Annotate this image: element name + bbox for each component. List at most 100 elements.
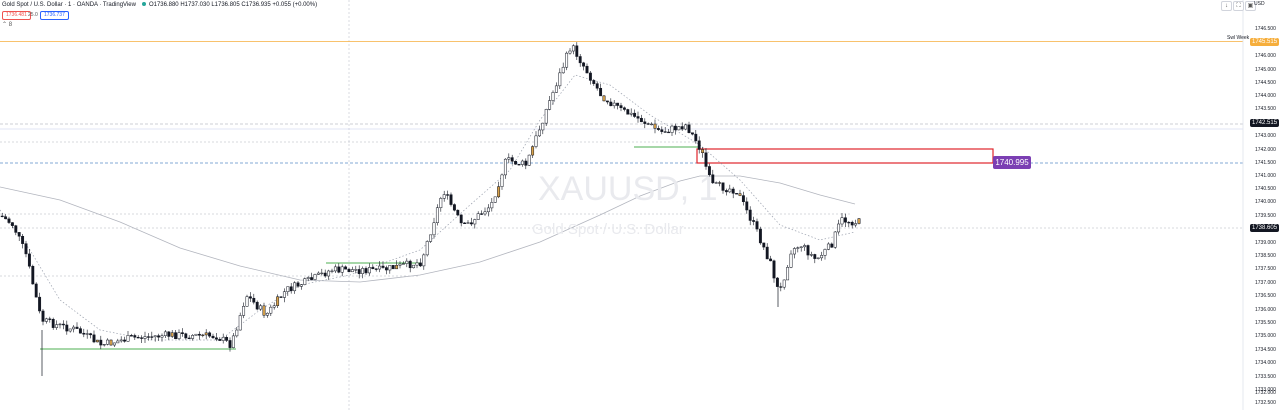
candle-body — [310, 277, 314, 280]
candle-body — [656, 128, 660, 130]
candle-body — [684, 124, 688, 130]
price-tick-label: 1734.500 — [1255, 347, 1276, 353]
price-tick-label: 1746.500 — [1255, 26, 1276, 32]
candle-body — [806, 245, 810, 256]
candle-body — [820, 255, 824, 259]
candle-body — [493, 196, 497, 203]
candle-body — [354, 269, 358, 271]
indicator-collapse-toggle[interactable]: ⌃ 8 — [2, 22, 13, 28]
candle-body — [231, 335, 235, 348]
candle-body — [269, 306, 273, 314]
market-open-icon — [141, 2, 146, 7]
candle-body — [636, 116, 640, 119]
price-tag-upper: 1742.515 — [1250, 119, 1280, 127]
candle-body — [323, 272, 327, 277]
zone-price-callout[interactable]: 1740.995 — [993, 156, 1031, 169]
price-tick-label: 1734.000 — [1255, 360, 1276, 366]
candle-body — [796, 247, 800, 249]
price-tick-label: 1743.000 — [1255, 133, 1276, 139]
candle-body — [626, 109, 630, 115]
candle-body — [357, 269, 361, 274]
candle-body — [823, 249, 827, 256]
candle-body — [119, 339, 123, 342]
candle-body — [425, 241, 429, 256]
candle-body — [469, 222, 473, 225]
candle-body — [435, 207, 439, 223]
supply-zone — [696, 148, 994, 164]
candle-body — [551, 92, 555, 101]
candle-body — [677, 126, 681, 131]
candle-body — [728, 188, 732, 193]
buy-button[interactable]: 1736.737 — [40, 11, 69, 20]
swl-price-tag: 1745.515 — [1250, 38, 1280, 46]
candle-body — [422, 254, 426, 267]
candle-body — [571, 45, 575, 52]
candle-body — [160, 335, 164, 338]
candle-body — [500, 174, 504, 187]
candle-body — [299, 284, 303, 287]
candle-body — [789, 253, 793, 268]
candle-body — [350, 269, 354, 273]
candle-body — [476, 213, 480, 220]
candle-body — [633, 112, 637, 117]
candle-body — [78, 328, 82, 334]
candle-body — [364, 268, 368, 274]
candle-body — [306, 277, 310, 279]
candle-body — [347, 268, 351, 273]
candle-body — [779, 286, 783, 288]
candle-body — [456, 209, 460, 216]
candle-body — [769, 258, 773, 262]
candle-body — [480, 213, 484, 215]
ohlc-values: O1736.880 H1737.030 L1736.805 C1736.935 … — [148, 2, 318, 8]
candle-body — [588, 72, 592, 81]
price-tick-label: 1733.000 — [1255, 387, 1276, 393]
candle-body — [44, 318, 48, 322]
candle-body — [762, 242, 766, 248]
candle-body — [816, 257, 820, 259]
watermark-symbol: XAUUSD, 1 — [538, 170, 718, 208]
candle-body — [367, 267, 371, 274]
candle-body — [667, 131, 671, 134]
candle-body — [847, 221, 851, 224]
price-tick-label: 1740.000 — [1255, 199, 1276, 205]
candle-body — [102, 344, 106, 346]
candle-body — [405, 260, 409, 264]
candle-body — [826, 243, 830, 250]
candle-body — [782, 279, 786, 288]
candle-body — [21, 236, 25, 244]
candle-body — [643, 121, 647, 124]
candle-body — [242, 306, 246, 316]
candle-body — [741, 195, 745, 203]
price-tick-label: 1733.500 — [1255, 374, 1276, 380]
candle-body — [41, 310, 45, 322]
candle-body — [799, 246, 803, 248]
candle-body — [320, 272, 324, 275]
candle-body — [371, 267, 375, 270]
currency-selector[interactable]: USD — [1254, 1, 1265, 7]
candle-body — [412, 264, 416, 269]
candle-body — [429, 234, 433, 242]
candle-body — [558, 72, 562, 87]
candle-body — [619, 105, 623, 109]
download-icon[interactable]: ↓ — [1221, 1, 1232, 11]
sell-button[interactable]: 1736.481 — [2, 11, 31, 20]
candle-body — [282, 291, 286, 298]
candle-body — [116, 340, 120, 344]
price-tick-label: 1737.500 — [1255, 266, 1276, 272]
fullscreen-icon[interactable]: ⛶ — [1233, 1, 1244, 11]
candle-body — [0, 215, 4, 218]
candle-body — [167, 331, 171, 337]
symbol-legend: Gold Spot / U.S. Dollar · 1 · OANDA · Tr… — [2, 1, 317, 9]
candle-body — [194, 333, 198, 336]
indicator-count: 8 — [8, 22, 13, 28]
camera-icon[interactable]: ▣ — [1245, 1, 1256, 11]
candle-body — [136, 336, 140, 339]
candle-body — [381, 265, 385, 268]
candle-body — [541, 122, 545, 131]
candle-body — [721, 182, 725, 191]
candle-body — [313, 274, 317, 280]
candle-body — [663, 131, 667, 133]
candle-body — [259, 305, 263, 310]
candle-body — [31, 265, 35, 285]
